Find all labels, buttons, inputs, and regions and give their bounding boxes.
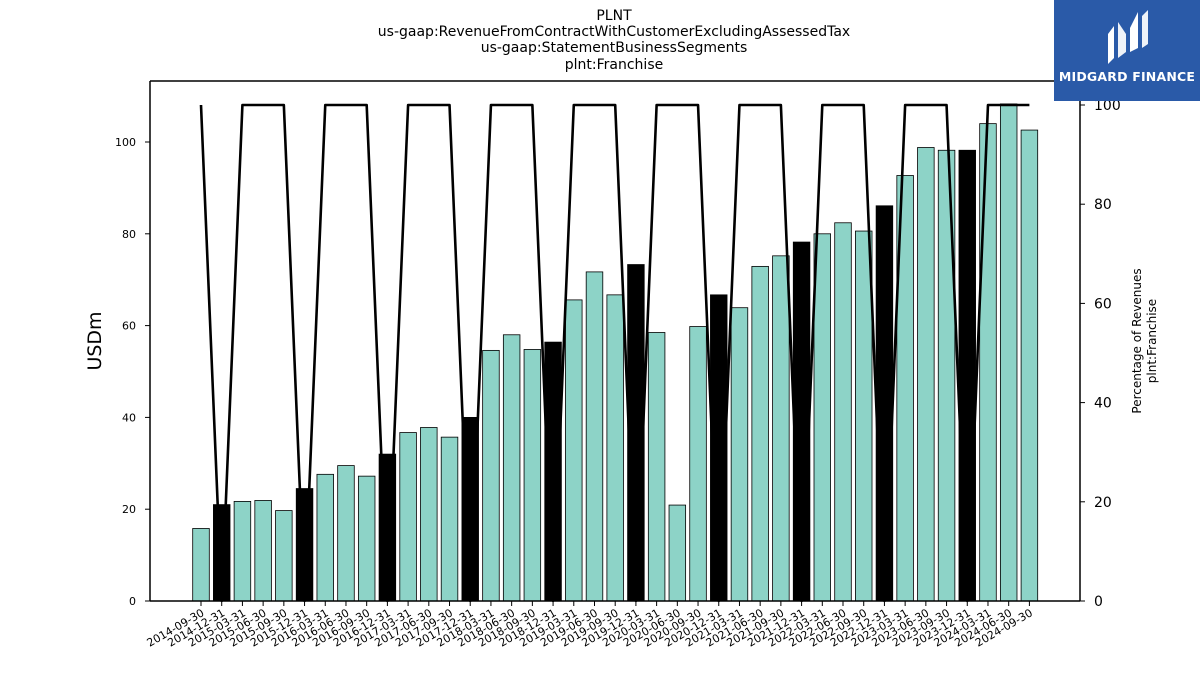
right-tick-label: 80 xyxy=(1094,197,1112,213)
bar-2016-09-30 xyxy=(357,475,376,602)
bar-2022-03-31 xyxy=(813,233,832,602)
left-tick-label: 20 xyxy=(122,503,136,516)
y-axis-label-left: USDm xyxy=(84,311,106,370)
bar-2016-06-30 xyxy=(337,465,355,602)
right-y-ticks: 0 20 40 60 80 100 xyxy=(1080,98,1121,610)
left-tick-label: 60 xyxy=(122,320,136,333)
bar-2019-03-31 xyxy=(565,299,583,602)
left-tick-label: 100 xyxy=(115,136,136,149)
bar-2016-03-31 xyxy=(316,473,334,602)
right-tick-label: 40 xyxy=(1094,396,1112,412)
title-line-4: plnt:Franchise xyxy=(565,57,663,73)
bar-2014-09-30 xyxy=(192,528,210,602)
x-ticks: 2014-09-302014-12-312015-03-312015-06-30… xyxy=(145,601,1035,650)
bar-2020-06-30 xyxy=(668,504,687,602)
bar-2018-09-30 xyxy=(523,349,542,602)
bar-2017-03-31 xyxy=(399,432,417,602)
bar-2019-06-30 xyxy=(585,271,604,602)
bar-2015-06-30 xyxy=(254,500,272,602)
bar-2023-12-31 xyxy=(958,149,976,602)
bar-2024-09-30 xyxy=(1020,129,1039,602)
bar-2020-03-31 xyxy=(647,332,666,602)
bar-2015-09-30 xyxy=(275,510,293,602)
title-line-1: PLNT xyxy=(596,8,632,24)
title-line-3: us-gaap:StatementBusinessSegments xyxy=(481,40,748,56)
title-line-2: us-gaap:RevenueFromContractWithCustomerE… xyxy=(378,24,850,40)
bar-2021-09-30 xyxy=(772,255,790,602)
bar-2022-06-30 xyxy=(834,222,852,602)
midgard-logo-icon xyxy=(1108,10,1148,64)
left-y-ticks: 0 20 40 60 80 100 xyxy=(115,136,150,608)
bar-2018-06-30 xyxy=(502,334,521,602)
bar-2021-03-31 xyxy=(730,307,749,602)
y-axis-label-right-line-1: Percentage of Revenues xyxy=(1130,268,1144,413)
logo-text: MIDGARD FINANCE xyxy=(1058,69,1196,84)
left-tick-label: 0 xyxy=(129,595,136,608)
bar-2015-03-31 xyxy=(233,500,252,602)
percentage-line xyxy=(199,103,1030,603)
midgard-finance-logo: MIDGARD FINANCE xyxy=(1054,0,1200,101)
bar-2023-06-30 xyxy=(917,147,935,602)
left-tick-label: 80 xyxy=(122,228,136,241)
bar-2018-03-31 xyxy=(482,349,500,602)
bar-2022-09-30 xyxy=(855,230,873,602)
left-tick-label: 40 xyxy=(122,411,136,424)
bar-2024-03-31 xyxy=(979,123,997,602)
bar-2024-06-30 xyxy=(999,103,1018,602)
bar-2019-09-30 xyxy=(606,294,624,602)
right-tick-label: 20 xyxy=(1094,495,1112,511)
y-axis-label-right-line-2: plnt:Franchise xyxy=(1145,299,1159,383)
right-tick-label: 100 xyxy=(1094,98,1121,114)
bar-2020-09-30 xyxy=(689,326,707,602)
bar-2017-09-30 xyxy=(440,436,459,602)
right-tick-label: 0 xyxy=(1094,594,1103,610)
bar-2022-12-31 xyxy=(875,205,894,602)
chart-title: PLNT us-gaap:RevenueFromContractWithCust… xyxy=(378,8,850,73)
bar-2017-06-30 xyxy=(420,427,438,602)
bar-2021-06-30 xyxy=(751,265,769,602)
right-tick-label: 60 xyxy=(1094,296,1112,312)
bar-2021-12-31 xyxy=(792,241,811,602)
percentage-line-series xyxy=(199,103,1030,603)
bar-series xyxy=(192,103,1039,602)
